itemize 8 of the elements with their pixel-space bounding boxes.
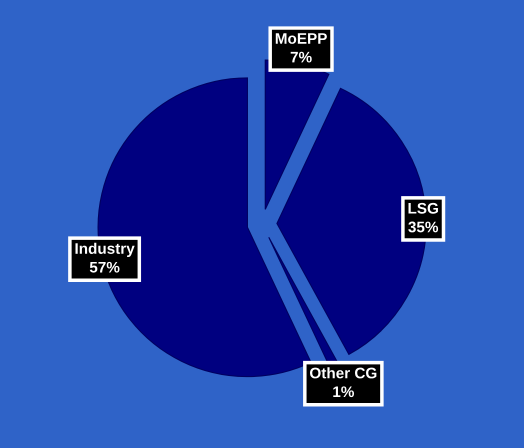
slice-label: Industry <box>75 242 135 257</box>
slice-label: Other CG <box>310 367 376 378</box>
data-label: 57% <box>90 262 120 273</box>
data-label: 7% <box>290 52 312 63</box>
data-label: 35% <box>408 222 438 232</box>
slice-label: LSG <box>408 202 438 214</box>
data-label: 1% <box>333 386 354 398</box>
slice-label: MoEPP <box>276 33 327 44</box>
